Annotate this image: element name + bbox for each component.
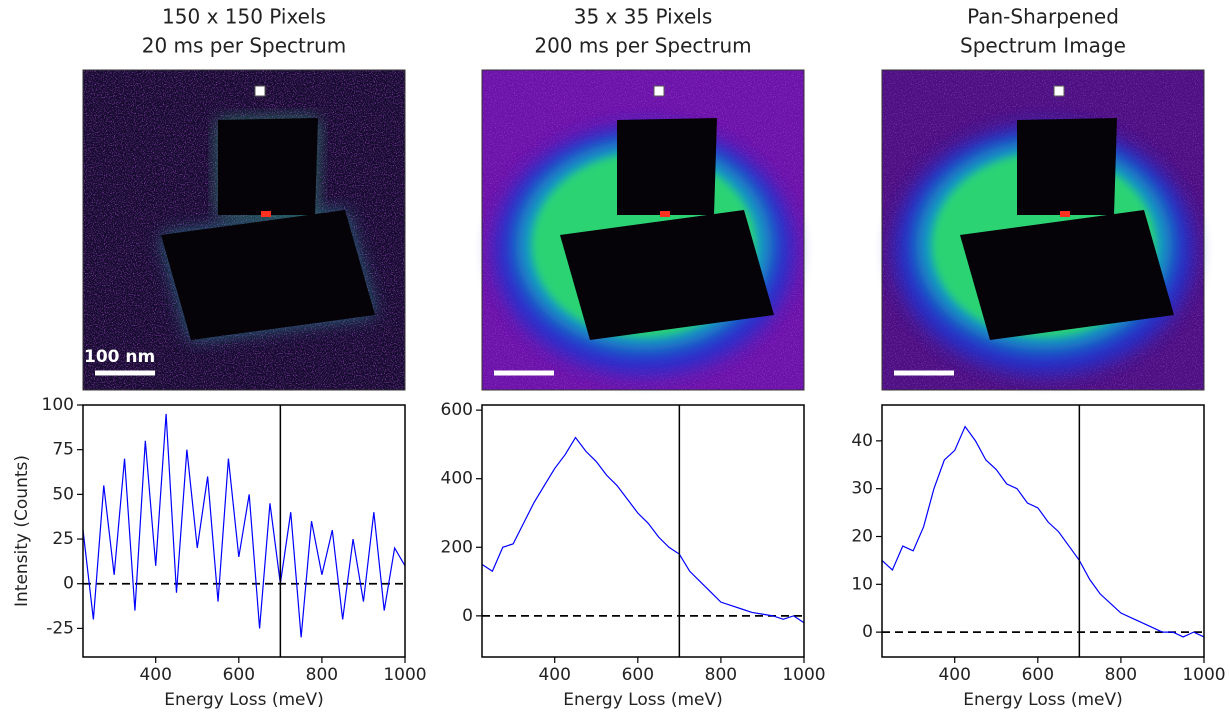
spectrum-line bbox=[481, 436, 805, 624]
x-tick-label: 1000 bbox=[1182, 665, 1225, 685]
image-frame bbox=[82, 69, 406, 391]
chart-subtitle: 20 ms per Spectrum bbox=[142, 34, 347, 58]
chart-subtitle: Spectrum Image bbox=[960, 34, 1126, 58]
y-tick-label: 100 bbox=[42, 395, 74, 415]
y-axis-label: Intensity (Counts) bbox=[12, 455, 32, 607]
plot-frame bbox=[481, 404, 805, 658]
y-tick-label: 25 bbox=[52, 529, 74, 549]
hot-spot bbox=[1060, 211, 1070, 217]
particle-lower bbox=[161, 210, 375, 340]
marker bbox=[1053, 85, 1065, 97]
spectrum-line bbox=[82, 413, 406, 638]
marker bbox=[653, 85, 665, 97]
y-tick-label: 0 bbox=[63, 574, 74, 594]
y-tick-label: 30 bbox=[851, 479, 873, 499]
y-tick-label: 0 bbox=[862, 622, 873, 642]
x-tick-label: 600 bbox=[1022, 665, 1054, 685]
chart-title: 35 x 35 Pixels bbox=[574, 5, 713, 29]
y-tick-label: 50 bbox=[52, 484, 74, 504]
y-tick-label: -25 bbox=[46, 618, 74, 638]
x-tick-label: 600 bbox=[622, 665, 654, 685]
marker bbox=[254, 85, 266, 97]
particle-upper bbox=[218, 118, 318, 215]
chart-title: Pan-Sharpened bbox=[967, 5, 1119, 29]
x-tick-label: 1000 bbox=[782, 665, 825, 685]
x-axis-label: Energy Loss (meV) bbox=[563, 690, 723, 710]
scale-bar-label: 100 nm bbox=[84, 347, 155, 367]
x-tick-label: 400 bbox=[938, 665, 970, 685]
particle-upper bbox=[1017, 118, 1117, 215]
image-frame bbox=[481, 69, 805, 391]
chart-title: 150 x 150 Pixels bbox=[162, 5, 326, 29]
x-tick-label: 800 bbox=[306, 665, 338, 685]
hot-spot bbox=[261, 211, 271, 217]
y-tick-label: 0 bbox=[462, 606, 473, 626]
spectrum-line bbox=[881, 425, 1205, 638]
x-tick-label: 800 bbox=[705, 665, 737, 685]
spectrum-image bbox=[82, 69, 406, 391]
x-tick-label: 400 bbox=[139, 665, 171, 685]
particle-lower bbox=[960, 210, 1174, 340]
image-frame bbox=[881, 69, 1205, 391]
hot-spot bbox=[660, 211, 670, 217]
x-axis-label: Energy Loss (meV) bbox=[164, 690, 324, 710]
x-tick-label: 400 bbox=[538, 665, 570, 685]
spectrum-image bbox=[881, 69, 1205, 391]
particle-lower bbox=[560, 210, 774, 340]
spectrum-image bbox=[481, 69, 805, 391]
y-tick-label: 200 bbox=[441, 537, 473, 557]
y-tick-label: 20 bbox=[851, 526, 873, 546]
y-tick-label: 600 bbox=[441, 400, 473, 420]
x-tick-label: 600 bbox=[223, 665, 255, 685]
x-axis-label: Energy Loss (meV) bbox=[963, 690, 1123, 710]
plot-frame bbox=[881, 404, 1205, 658]
y-tick-label: 75 bbox=[52, 440, 74, 460]
chart-subtitle: 200 ms per Spectrum bbox=[534, 34, 751, 58]
y-tick-label: 400 bbox=[441, 469, 473, 489]
y-tick-label: 10 bbox=[851, 574, 873, 594]
y-tick-label: 40 bbox=[851, 431, 873, 451]
plot-frame bbox=[82, 404, 406, 658]
particle-upper bbox=[617, 118, 717, 215]
x-tick-label: 800 bbox=[1105, 665, 1137, 685]
x-tick-label: 1000 bbox=[383, 665, 426, 685]
